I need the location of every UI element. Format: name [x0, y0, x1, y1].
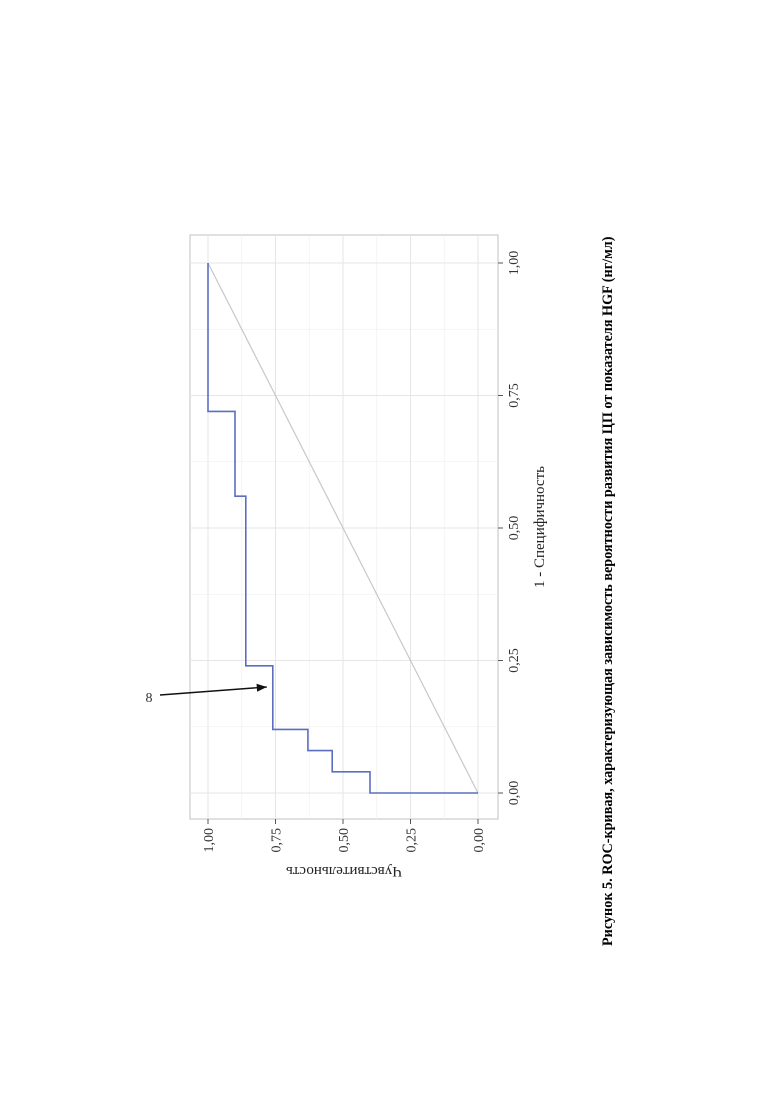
y-tick-label: 1,00 — [202, 828, 217, 853]
plot-panel — [190, 235, 498, 819]
y-axis-ticks: 0,00 0,25 0,50 0,75 1,00 — [202, 819, 487, 853]
x-axis-title: 1 - Специфичность — [532, 466, 548, 588]
x-tick-label: 1,00 — [507, 251, 522, 276]
x-axis-ticks: 0,00 0,25 0,50 0,75 1,00 — [498, 251, 522, 806]
y-tick-label: 0,75 — [270, 828, 285, 853]
y-tick-label: 0,25 — [405, 828, 420, 853]
y-axis-title: Чувствительность — [286, 863, 402, 879]
x-tick-label: 0,50 — [507, 516, 522, 541]
y-tick-label: 0,50 — [337, 828, 352, 853]
x-tick-label: 0,75 — [507, 383, 522, 408]
y-tick-label: 0,00 — [472, 828, 487, 853]
annotation-label: 8 — [146, 691, 153, 706]
x-tick-label: 0,25 — [507, 648, 522, 673]
x-tick-label: 0,00 — [507, 781, 522, 806]
figure-caption: Рисунок 5. ROC-кривая, характеризующая з… — [600, 236, 616, 946]
roc-chart: 0,00 0,25 0,50 0,75 1,00 0,00 0,25 0,50 0,75 1,0… — [146, 235, 549, 879]
